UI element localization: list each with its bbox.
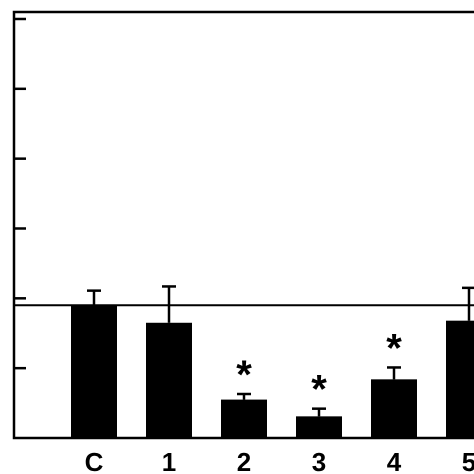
significance-mark-4: * (386, 326, 402, 370)
x-tick-label-4: 4 (387, 447, 402, 474)
bar-1 (146, 322, 192, 438)
bar-C (71, 305, 117, 438)
significance-mark-2: * (236, 353, 252, 397)
x-tick-label-2: 2 (237, 447, 251, 474)
bar-2 (221, 399, 267, 438)
y-axis-ticks (14, 17, 26, 370)
bar-5 (446, 320, 474, 438)
x-tick-label-5: 5 (462, 447, 474, 474)
bars-group: * * * (71, 285, 474, 438)
x-tick-label-3: 3 (312, 447, 326, 474)
bar-4 (371, 379, 417, 438)
bar-3 (296, 416, 342, 438)
significance-mark-3: * (311, 368, 327, 412)
x-tick-label-1: 1 (162, 447, 176, 474)
x-tick-label-C: C (85, 447, 104, 474)
x-axis-labels: C 1 2 3 4 5 (85, 447, 474, 474)
